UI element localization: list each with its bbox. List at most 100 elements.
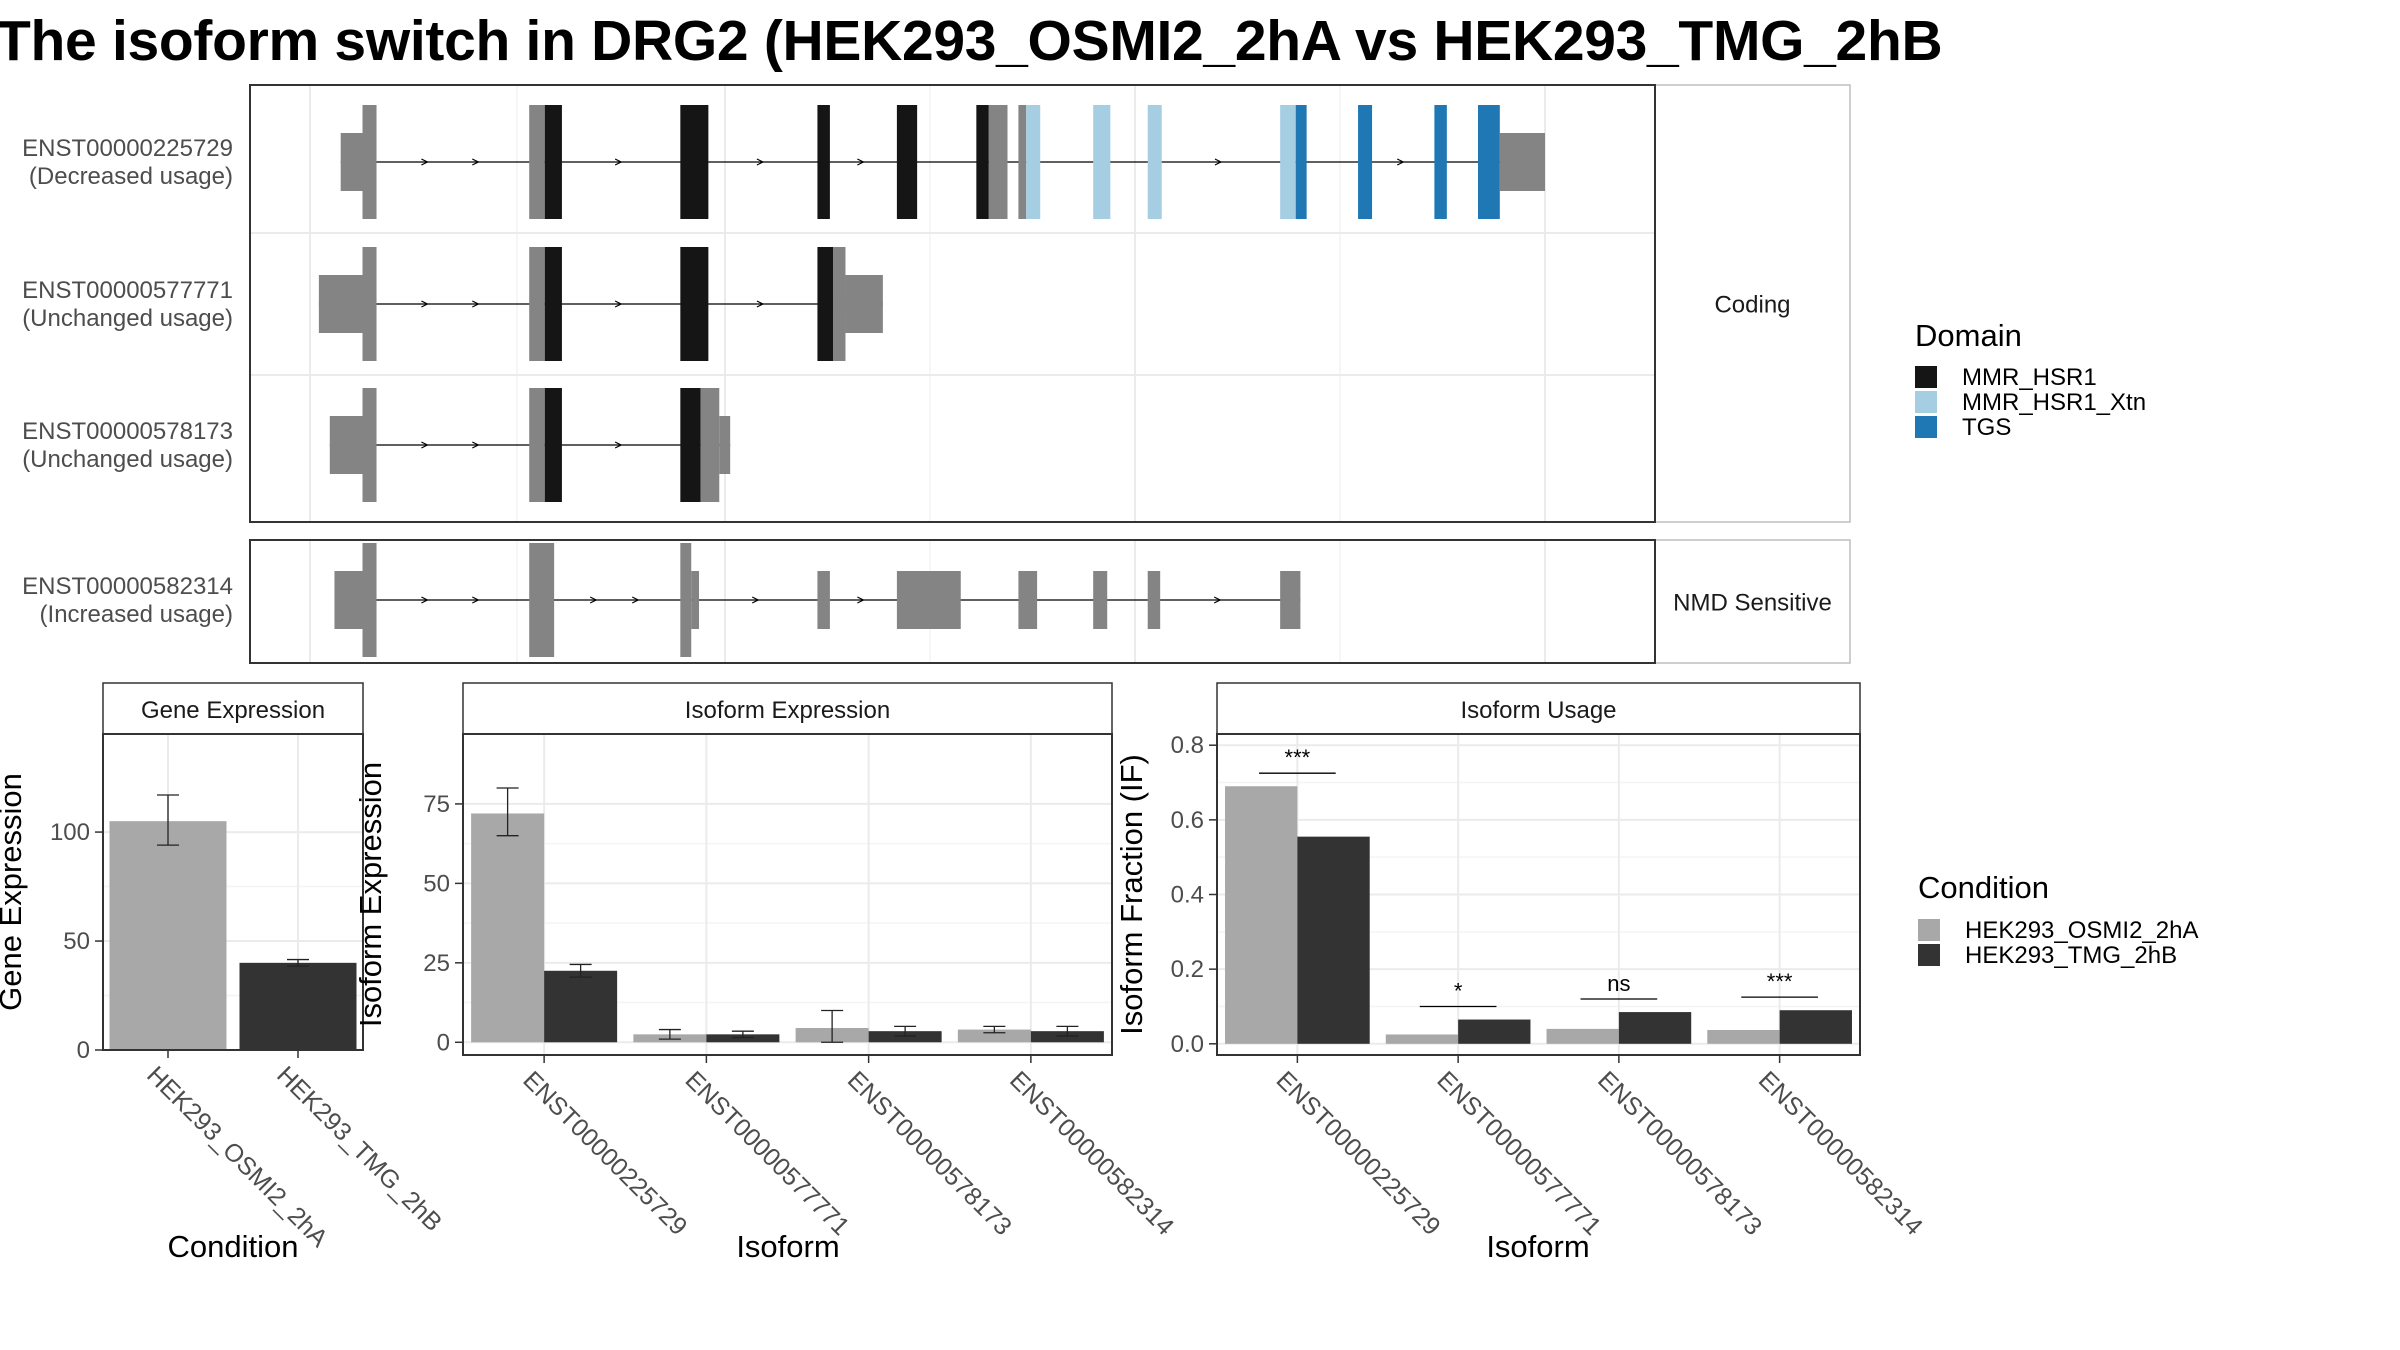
- exon-MMR_HSR1: [544, 247, 562, 361]
- transcript-id-label: ENST00000225729: [22, 135, 233, 162]
- exon-utr: [691, 571, 700, 629]
- transcript-usage-label: (Decreased usage): [29, 163, 233, 190]
- facet-coding: Coding: [250, 84, 1851, 523]
- intron-arrow: [756, 158, 765, 166]
- x-tick-label: ENST00000578173: [842, 1066, 1017, 1241]
- bar: [1618, 1012, 1692, 1044]
- exon-MMR_HSR1_Xtn: [1280, 105, 1296, 219]
- legend-label: HEK293_TMG_2hB: [1965, 942, 2177, 969]
- y-tick-label: 50: [63, 928, 90, 955]
- exon-MMR_HSR1: [896, 105, 918, 219]
- y-axis-title: Gene Expression: [0, 773, 28, 1011]
- transcript-structure-plot: Coding NMD Sensitive ENST00000225729(Decre…: [22, 84, 1851, 664]
- bar: [957, 1029, 1031, 1043]
- exon-none: [362, 388, 377, 502]
- intron-arrow: [614, 441, 623, 449]
- exon-utr: [1280, 571, 1301, 629]
- significance-label: ns: [1607, 971, 1630, 996]
- panel-title: Gene Expression: [141, 697, 325, 724]
- transcript-id-label: ENST00000582314: [22, 573, 233, 600]
- bar: [1779, 1010, 1852, 1044]
- bar: [471, 813, 545, 1043]
- exon-utr: [329, 416, 363, 474]
- exon-MMR_HSR1: [680, 247, 709, 361]
- intron-arrow: [472, 158, 480, 166]
- panel-border: [462, 733, 1113, 1056]
- x-tick-label: ENST00000225729: [1271, 1066, 1446, 1241]
- chart-title: The isoform switch in DRG2 (HEK293_OSMI2…: [0, 9, 1943, 73]
- y-tick-label: 0.0: [1171, 1031, 1204, 1058]
- bar: [1297, 836, 1370, 1044]
- exon-none: [529, 543, 555, 657]
- panel-border: [249, 539, 1656, 664]
- bar: [544, 970, 618, 1043]
- bar: [109, 821, 227, 1050]
- bar: [868, 1031, 942, 1043]
- exon-utr: [1093, 571, 1108, 629]
- intron-arrow: [1214, 158, 1223, 166]
- bar: [1385, 1034, 1459, 1044]
- exon-none: [529, 388, 545, 502]
- x-axis-title: Isoform: [1486, 1229, 1589, 1264]
- transcript-ENST00000225729: ENST00000225729(Decreased usage): [22, 105, 1545, 219]
- intron-arrow: [1213, 596, 1222, 604]
- bar: [1030, 1031, 1104, 1043]
- panel-border: [1216, 733, 1861, 1056]
- y-tick-label: 0: [437, 1029, 450, 1056]
- exon-MMR_HSR1_Xtn: [1147, 105, 1162, 219]
- y-tick-label: 75: [423, 791, 450, 818]
- panel-strip: [102, 682, 364, 735]
- y-axis-title: Isoform Expression: [353, 762, 388, 1027]
- x-tick-label: ENST00000577771: [1431, 1066, 1606, 1241]
- legend-key: [1915, 416, 1937, 438]
- y-tick-label: 50: [423, 870, 450, 897]
- transcript-ENST00000582314: ENST00000582314(Increased usage): [22, 543, 1301, 657]
- panel-title: Isoform Usage: [1460, 697, 1616, 724]
- y-tick-label: 0.6: [1171, 807, 1204, 834]
- intron-arrow: [614, 158, 623, 166]
- exon-MMR_HSR1: [817, 105, 830, 219]
- intron-arrow: [472, 300, 480, 308]
- y-tick-label: 25: [423, 950, 450, 977]
- intron-arrow: [857, 158, 865, 166]
- y-tick-label: 0.4: [1171, 882, 1204, 909]
- x-tick-label: ENST00000578173: [1592, 1066, 1767, 1241]
- transcript-id-label: ENST00000577771: [22, 277, 233, 304]
- y-axis-title: Isoform Fraction (IF): [1114, 754, 1149, 1035]
- exon-utr: [1018, 571, 1038, 629]
- intron-arrow: [631, 596, 640, 604]
- bar: [706, 1034, 780, 1043]
- intron-arrow: [421, 596, 429, 604]
- facet-strip-label: NMD Sensitive: [1673, 590, 1832, 617]
- facet-strip-label: Coding: [1714, 292, 1790, 319]
- legend-title: Domain: [1915, 318, 2022, 353]
- transcript-ENST00000578173: ENST00000578173(Unchanged usage): [22, 388, 731, 502]
- panel-strip: [1216, 682, 1861, 735]
- intron-arrow: [614, 300, 623, 308]
- exon-utr: [845, 275, 883, 333]
- exon-utr: [1147, 571, 1161, 629]
- transcript-ENST00000577771: ENST00000577771(Unchanged usage): [22, 247, 883, 361]
- intron-arrow: [421, 441, 429, 449]
- intron-arrow: [421, 300, 429, 308]
- facet-strip: [1654, 539, 1851, 664]
- facet-nmd-sensitive: NMD Sensitive: [250, 539, 1851, 664]
- exon-MMR_HSR1: [680, 105, 709, 219]
- transcript-usage-label: (Unchanged usage): [22, 305, 233, 332]
- transcript-usage-label: (Increased usage): [40, 601, 233, 628]
- panel-title: Isoform Expression: [685, 697, 890, 724]
- exon-none: [362, 543, 377, 657]
- exon-utr: [318, 275, 363, 333]
- exon-none: [988, 105, 1008, 219]
- legend-label: HEK293_OSMI2_2hA: [1965, 917, 2198, 944]
- exon-utr: [719, 416, 731, 474]
- exon-none: [700, 388, 720, 502]
- intron-arrow: [589, 596, 598, 604]
- legend-label: MMR_HSR1_Xtn: [1962, 389, 2146, 416]
- x-tick-label: ENST00000582314: [1753, 1066, 1928, 1241]
- exon-TGS: [1295, 105, 1307, 219]
- panel-border: [249, 84, 1656, 523]
